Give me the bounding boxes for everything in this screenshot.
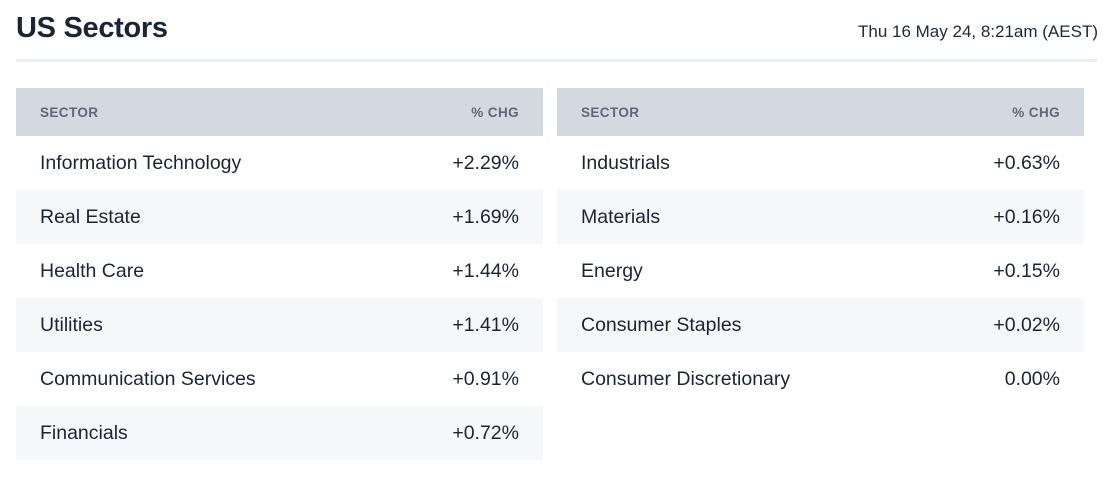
sector-name: Consumer Staples <box>557 298 821 353</box>
pct-change-value: +0.72% <box>279 406 543 461</box>
table-header-row: SECTOR % CHG <box>557 88 1084 137</box>
sector-column-header: SECTOR <box>557 88 821 137</box>
pct-chg-column-header: % CHG <box>820 88 1084 137</box>
table-row: Information Technology +2.29% <box>16 136 543 190</box>
pct-change-value: +0.15% <box>993 259 1060 282</box>
pct-change-value: 0.00% <box>1004 367 1060 390</box>
table-row: Health Care +1.44% <box>16 244 543 298</box>
sector-table-left: SECTOR % CHG Information Technology +2.29… <box>16 88 543 461</box>
sector-tables: SECTOR % CHG Information Technology +2.29… <box>16 88 1084 461</box>
pct-change-value: +1.41% <box>279 298 543 353</box>
sector-name: Materials <box>557 190 821 245</box>
sector-table-right: SECTOR % CHG Industrials +0.63% Materials +… <box>557 88 1084 406</box>
table-row: Financials +0.72% <box>16 406 543 461</box>
table-row: Consumer Staples +0.02% <box>557 298 1084 353</box>
pct-change-value: +2.29% <box>452 151 519 174</box>
table-row: Materials +0.16% <box>557 190 1084 245</box>
table-row: Communication Services +0.91% <box>16 352 543 406</box>
pct-change-value: +1.44% <box>452 259 519 282</box>
table-row: Industrials +0.63% <box>557 136 1084 190</box>
table-header-row: SECTOR % CHG <box>16 88 543 137</box>
table-row: Utilities +1.41% <box>16 298 543 353</box>
pct-change-value: +1.69% <box>279 190 543 245</box>
pct-change-value: +0.16% <box>820 190 1084 245</box>
sector-column-header: SECTOR <box>16 88 280 137</box>
table-row: Consumer Discretionary 0.00% <box>557 352 1084 406</box>
table-row: Real Estate +1.69% <box>16 190 543 245</box>
sector-name: Industrials <box>581 151 670 174</box>
timestamp: Thu 16 May 24, 8:21am (AEST) <box>858 22 1098 41</box>
sector-name: Real Estate <box>16 190 280 245</box>
sector-name: Utilities <box>16 298 280 353</box>
table-row: Energy +0.15% <box>557 244 1084 298</box>
sector-name: Health Care <box>40 259 145 282</box>
sector-name: Energy <box>581 259 643 282</box>
sector-name: Communication Services <box>40 367 256 390</box>
header-bar: US Sectors Thu 16 May 24, 8:21am (AEST) <box>0 0 1120 45</box>
pct-change-value: +0.02% <box>820 298 1084 353</box>
pct-change-value: +0.91% <box>452 367 519 390</box>
divider <box>16 59 1097 63</box>
page-title: US Sectors <box>16 12 168 44</box>
sector-name: Information Technology <box>40 151 242 174</box>
sector-name: Consumer Discretionary <box>581 367 791 390</box>
sector-name: Financials <box>16 406 280 461</box>
pct-change-value: +0.63% <box>993 151 1060 174</box>
pct-chg-column-header: % CHG <box>279 88 543 137</box>
